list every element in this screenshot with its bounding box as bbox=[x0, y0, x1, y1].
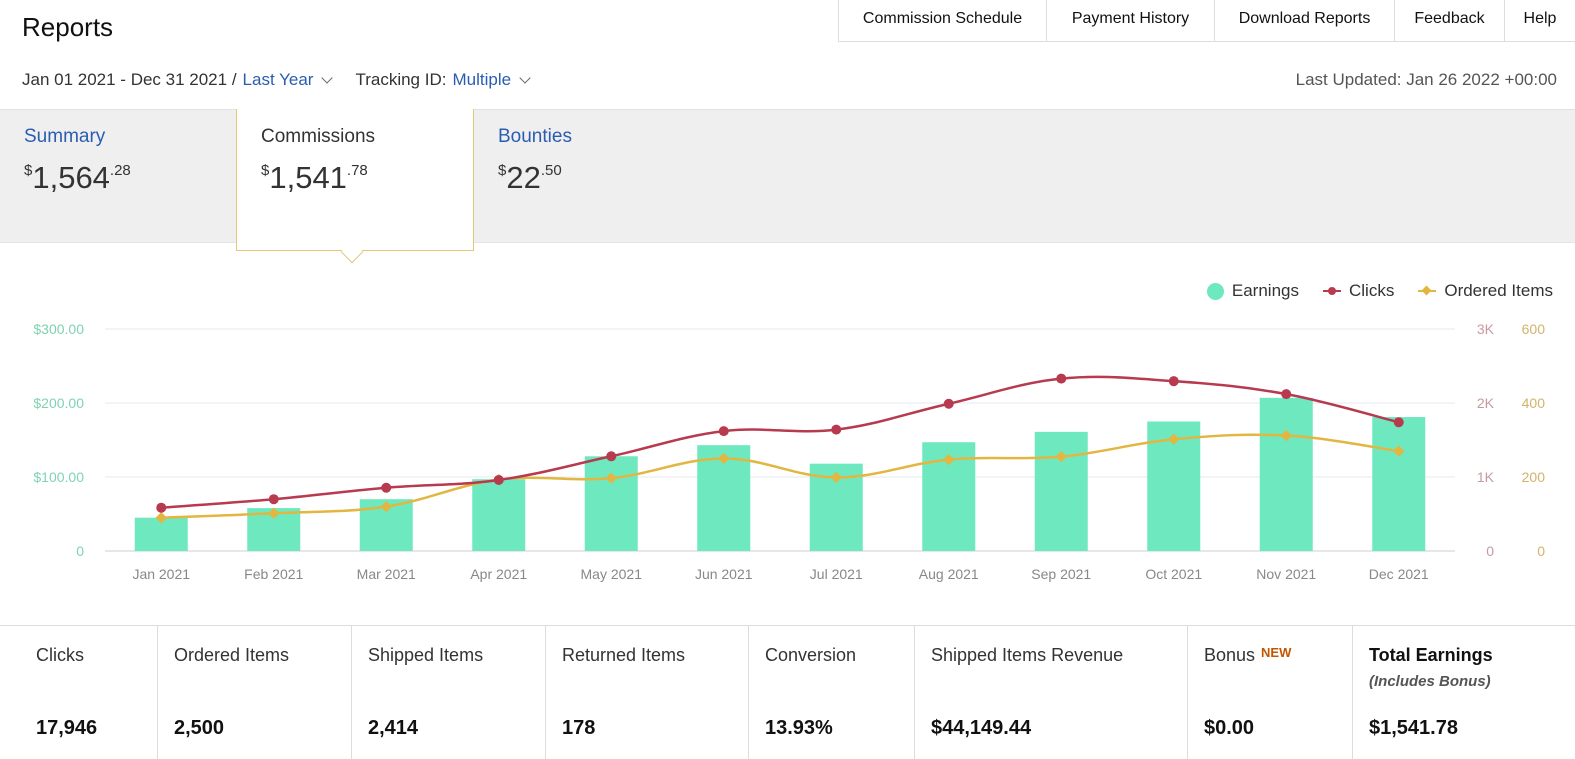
new-badge: NEW bbox=[1261, 645, 1292, 660]
ordered-items-swatch bbox=[1418, 285, 1437, 296]
x-tick-label: Jul 2021 bbox=[810, 566, 863, 582]
x-tick-label: Mar 2021 bbox=[357, 566, 416, 582]
ordered-items-point bbox=[830, 471, 842, 484]
help-button[interactable]: Help bbox=[1523, 10, 1557, 27]
ordered-items-point bbox=[1055, 450, 1067, 463]
stat-conversion: Conversion 13.93% bbox=[749, 626, 915, 759]
tab-commissions-label: Commissions bbox=[261, 126, 376, 147]
period-dropdown[interactable]: Last Year bbox=[242, 70, 314, 89]
earnings-bar bbox=[584, 456, 638, 551]
bounties-amount: $22.50 bbox=[498, 160, 562, 195]
earnings-chart: 0 $100.00 $200.00 $300.00 0 1K 2K 3K 0 200 400 600 J… bbox=[33, 321, 1546, 582]
tracking-id-label: Tracking ID: bbox=[355, 70, 447, 89]
ordered-items-point bbox=[943, 453, 955, 466]
last-updated: Last Updated: Jan 26 2022 +00:00 bbox=[1295, 70, 1557, 89]
clicks-point bbox=[1056, 373, 1067, 384]
y-right-items-tick-label: 0 bbox=[1537, 543, 1545, 559]
earnings-bar bbox=[1372, 417, 1426, 551]
legend-earnings[interactable]: Earnings bbox=[1206, 281, 1299, 301]
commissions-amount: $1,541.78 bbox=[261, 160, 368, 195]
stat-shipped-items: Shipped Items 2,414 bbox=[352, 626, 546, 759]
chevron-down-icon[interactable] bbox=[321, 72, 334, 84]
clicks-point bbox=[1393, 417, 1404, 428]
stat-ordered-items: Ordered Items 2,500 bbox=[158, 626, 352, 759]
ordered-items-point bbox=[1280, 429, 1292, 442]
clicks-point bbox=[268, 494, 279, 505]
ordered-items-point bbox=[1393, 445, 1405, 457]
legend-ordered-items[interactable]: Ordered Items bbox=[1418, 281, 1553, 301]
y-left-tick-label: $200.00 bbox=[33, 395, 84, 411]
feedback-button[interactable]: Feedback bbox=[1395, 0, 1505, 41]
x-tick-label: Feb 2021 bbox=[244, 566, 303, 582]
stat-bonus: Bonus NEW $0.00 bbox=[1188, 626, 1353, 759]
tab-summary-label: Summary bbox=[24, 126, 106, 147]
tab-bounties[interactable]: Bounties $22.50 bbox=[498, 109, 572, 196]
chevron-down-icon[interactable] bbox=[519, 72, 531, 84]
stat-shipped-items-revenue: Shipped Items Revenue $44,149.44 bbox=[915, 626, 1188, 759]
ordered-items-point bbox=[380, 500, 392, 513]
y-right-clicks-tick-label: 0 bbox=[1486, 543, 1494, 559]
stat-clicks: Clicks 17,946 bbox=[0, 626, 158, 759]
earnings-bar bbox=[1259, 397, 1313, 551]
chart-legend: Earnings Clicks Ordered Items bbox=[1183, 281, 1553, 301]
clicks-point bbox=[156, 502, 167, 513]
x-tick-label: Aug 2021 bbox=[919, 566, 979, 582]
x-tick-label: Dec 2021 bbox=[1369, 566, 1429, 582]
clicks-point bbox=[1168, 376, 1179, 387]
ordered-items-point bbox=[605, 472, 617, 484]
ordered-items-point bbox=[718, 452, 730, 465]
summary-amount: $1,564.28 bbox=[24, 160, 131, 195]
page-title: Reports bbox=[22, 12, 114, 42]
clicks-point bbox=[606, 451, 617, 462]
y-right-items-tick-label: 200 bbox=[1522, 469, 1546, 485]
y-right-clicks-tick-label: 2K bbox=[1477, 395, 1495, 411]
tab-bounties-label: Bounties bbox=[498, 126, 572, 147]
clicks-point bbox=[493, 474, 504, 485]
earnings-bar bbox=[472, 479, 526, 551]
x-tick-label: Sep 2021 bbox=[1031, 566, 1091, 582]
top-nav: Commission Schedule Payment History Down… bbox=[838, 0, 1575, 42]
x-tick-label: Nov 2021 bbox=[1256, 566, 1316, 582]
earnings-swatch bbox=[1206, 282, 1224, 300]
y-left-tick-label: $100.00 bbox=[33, 469, 84, 485]
ordered-items-point bbox=[1168, 433, 1180, 445]
clicks-swatch bbox=[1323, 287, 1341, 295]
payment-history-button[interactable]: Payment History bbox=[1047, 0, 1215, 41]
filter-row: Jan 01 2021 - Dec 31 2021 / Last Year Tr… bbox=[22, 70, 531, 90]
legend-clicks[interactable]: Clicks bbox=[1323, 281, 1394, 301]
tab-summary[interactable]: Summary $1,564.28 bbox=[24, 109, 131, 196]
y-right-clicks-tick-label: 3K bbox=[1477, 321, 1495, 337]
clicks-line bbox=[161, 375, 1400, 509]
x-tick-label: Jan 2021 bbox=[132, 566, 190, 582]
x-tick-label: Apr 2021 bbox=[470, 566, 527, 582]
y-right-clicks-tick-label: 1K bbox=[1477, 469, 1495, 485]
commission-schedule-button[interactable]: Commission Schedule bbox=[839, 0, 1047, 41]
y-right-items-tick-label: 600 bbox=[1522, 321, 1546, 337]
ordered-items-line bbox=[161, 433, 1399, 519]
x-tick-label: May 2021 bbox=[581, 566, 643, 582]
clicks-point bbox=[943, 398, 954, 409]
tab-commissions[interactable]: Commissions $1,541.78 bbox=[236, 109, 474, 251]
y-right-items-tick-label: 400 bbox=[1522, 395, 1546, 411]
x-tick-label: Oct 2021 bbox=[1145, 566, 1202, 582]
date-range: Jan 01 2021 - Dec 31 2021 / bbox=[22, 70, 237, 89]
y-left-tick-label: $300.00 bbox=[33, 321, 84, 337]
tracking-id-dropdown[interactable]: Multiple bbox=[452, 70, 512, 89]
clicks-point bbox=[831, 424, 842, 435]
download-reports-button[interactable]: Download Reports bbox=[1215, 0, 1395, 41]
stat-returned-items: Returned Items 178 bbox=[546, 626, 749, 759]
stats-bar: Clicks 17,946 Ordered Items 2,500 Shippe… bbox=[0, 625, 1575, 759]
clicks-point bbox=[1281, 389, 1292, 400]
x-tick-label: Jun 2021 bbox=[695, 566, 753, 582]
y-left-tick-label: 0 bbox=[76, 543, 84, 559]
stat-total-earnings: Total Earnings (Includes Bonus) $1,541.7… bbox=[1369, 645, 1493, 739]
clicks-point bbox=[718, 426, 729, 437]
clicks-point bbox=[381, 482, 392, 493]
earnings-bar bbox=[1034, 431, 1088, 551]
